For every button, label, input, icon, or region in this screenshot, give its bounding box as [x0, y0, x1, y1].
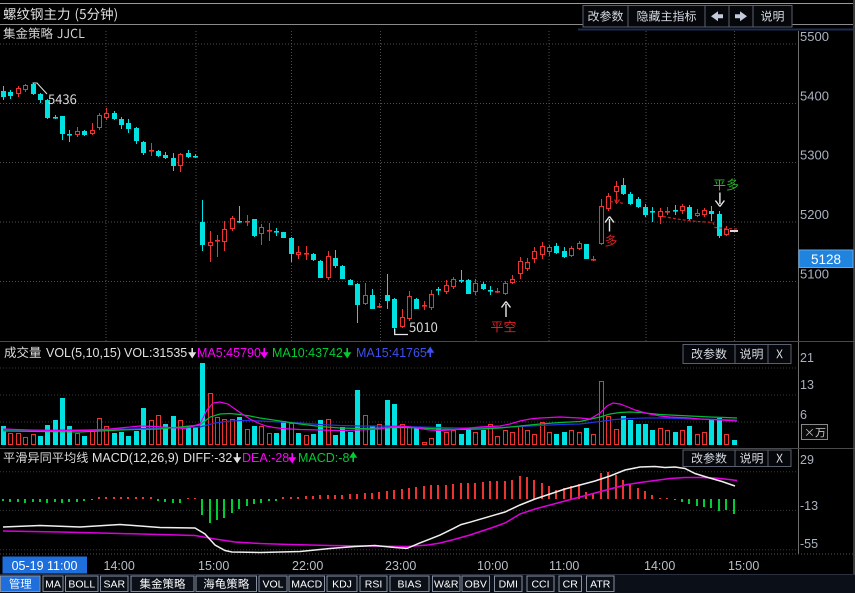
- svg-text:RSI: RSI: [365, 579, 383, 591]
- svg-text:MACD: MACD: [291, 579, 322, 591]
- svg-text:-13: -13: [800, 499, 818, 513]
- svg-text:MA: MA: [45, 579, 61, 591]
- svg-text:DMI: DMI: [499, 579, 518, 591]
- svg-text:W&R: W&R: [434, 579, 459, 591]
- svg-text:VOL(5,10,15): VOL(5,10,15): [46, 346, 121, 360]
- svg-text:13: 13: [800, 378, 814, 392]
- svg-text:14:00: 14:00: [104, 559, 135, 573]
- svg-text:MA10:43742: MA10:43742: [272, 346, 343, 360]
- svg-text:6: 6: [800, 408, 807, 422]
- svg-text:5100: 5100: [800, 267, 829, 282]
- svg-text:VOL: VOL: [262, 579, 283, 591]
- svg-text:11:00: 11:00: [549, 559, 579, 573]
- svg-text:DIFF:-32: DIFF:-32: [183, 451, 232, 465]
- svg-text:15:00: 15:00: [728, 559, 759, 573]
- svg-text:MACD(12,26,9): MACD(12,26,9): [92, 451, 179, 465]
- svg-text:VOL:31535: VOL:31535: [124, 346, 187, 360]
- svg-text:KDJ: KDJ: [332, 579, 352, 591]
- svg-text:DEA:-28: DEA:-28: [242, 451, 289, 465]
- svg-text:5128: 5128: [811, 252, 841, 267]
- svg-text:BOLL: BOLL: [68, 579, 95, 591]
- svg-text:-55: -55: [800, 537, 818, 551]
- svg-text:MA15:41765: MA15:41765: [356, 346, 427, 360]
- svg-text:5500: 5500: [800, 29, 829, 44]
- svg-text:OBV: OBV: [465, 579, 487, 591]
- svg-text:29: 29: [800, 453, 814, 467]
- svg-text:5300: 5300: [800, 148, 829, 163]
- svg-text:21: 21: [800, 351, 814, 365]
- svg-text:MA5:45790: MA5:45790: [197, 346, 261, 360]
- svg-text:22:00: 22:00: [292, 559, 323, 573]
- svg-text:5200: 5200: [800, 207, 829, 222]
- svg-text:CCI: CCI: [531, 579, 549, 591]
- svg-text:15:00: 15:00: [198, 559, 229, 573]
- svg-text:05-19 11:00: 05-19 11:00: [12, 559, 78, 573]
- svg-text:SAR: SAR: [103, 579, 125, 591]
- svg-text:14:00: 14:00: [644, 559, 675, 573]
- svg-text:CR: CR: [563, 579, 579, 591]
- svg-text:ATR: ATR: [590, 579, 611, 591]
- svg-text:5400: 5400: [800, 89, 829, 104]
- svg-text:10:00: 10:00: [477, 559, 508, 573]
- svg-text:MACD:-8: MACD:-8: [298, 451, 349, 465]
- svg-text:BIAS: BIAS: [398, 579, 422, 591]
- svg-text:23:00: 23:00: [385, 559, 416, 573]
